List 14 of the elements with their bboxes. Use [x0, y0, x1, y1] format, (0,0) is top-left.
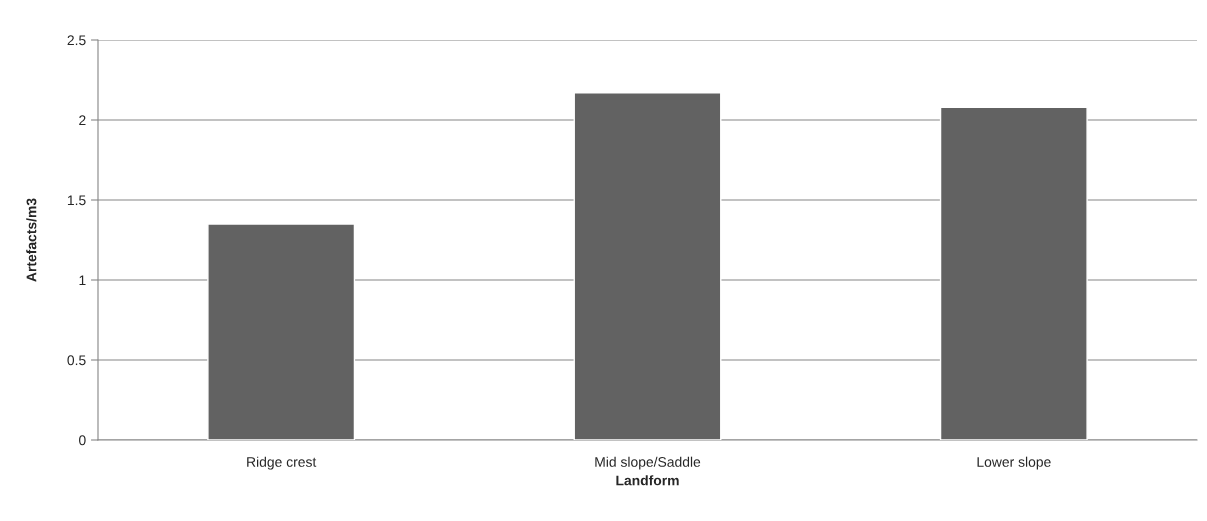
- x-tick-label: Ridge crest: [247, 456, 317, 470]
- y-tick-label: 1: [79, 275, 86, 286]
- y-axis-title: Artefacts/m3: [26, 198, 37, 282]
- x-tick-label: Lower slope: [977, 456, 1051, 470]
- y-tick-label: 2: [79, 115, 86, 126]
- y-tick-label: 1.5: [67, 195, 86, 206]
- x-axis-title: Landform: [616, 475, 679, 486]
- y-tick-label: 2.5: [67, 35, 86, 46]
- bar: [939, 106, 1088, 440]
- y-tick-label: 0.5: [67, 355, 86, 366]
- bar: [207, 223, 356, 440]
- bar: [573, 92, 722, 440]
- x-tick-label: Mid slope/Saddle: [595, 456, 701, 470]
- y-tick-label: 0: [79, 435, 86, 446]
